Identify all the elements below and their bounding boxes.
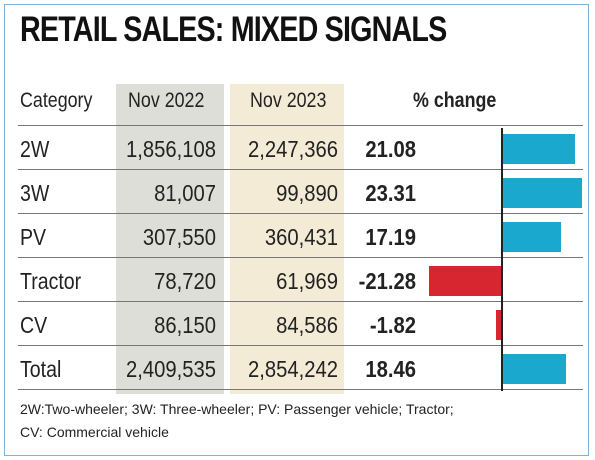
row-divider bbox=[18, 169, 583, 170]
footnote-line-1: 2W:Two-wheeler; 3W: Three-wheeler; PV: P… bbox=[20, 401, 454, 417]
row-category: 2W bbox=[20, 136, 50, 162]
row-nov-2023: 61,969 bbox=[276, 268, 338, 294]
row-nov-2023: 2,247,366 bbox=[247, 136, 338, 162]
header-nov-2022: Nov 2022 bbox=[128, 89, 205, 112]
graphic-frame bbox=[4, 4, 589, 456]
row-nov-2022: 86,150 bbox=[154, 312, 216, 338]
row-nov-2022: 81,007 bbox=[154, 180, 216, 206]
row-category: Total bbox=[20, 356, 62, 382]
row-nov-2023: 2,854,242 bbox=[247, 356, 338, 382]
row-pct-change: 17.19 bbox=[365, 224, 416, 250]
row-pct-change: -21.28 bbox=[358, 268, 416, 294]
table-bottom-line bbox=[18, 389, 583, 390]
bar-zero-axis bbox=[501, 128, 503, 391]
positive-change-bar bbox=[502, 178, 583, 208]
header-nov-2023: Nov 2023 bbox=[250, 89, 327, 112]
nov-2022-column-shade bbox=[116, 84, 224, 394]
row-divider bbox=[18, 257, 583, 258]
row-divider bbox=[18, 125, 583, 126]
chart-title: RETAIL SALES: MIXED SIGNALS bbox=[20, 10, 447, 49]
row-pct-change: 23.31 bbox=[365, 180, 416, 206]
nov-2023-column-shade bbox=[230, 84, 344, 394]
row-pct-change: 18.46 bbox=[365, 356, 416, 382]
row-pct-change: 21.08 bbox=[365, 136, 416, 162]
row-nov-2022: 2,409,535 bbox=[125, 356, 216, 382]
positive-change-bar bbox=[502, 354, 566, 384]
row-nov-2023: 99,890 bbox=[276, 180, 338, 206]
header-category: Category bbox=[20, 89, 93, 112]
footnote-line-2: CV: Commercial vehicle bbox=[20, 424, 169, 440]
row-nov-2022: 78,720 bbox=[154, 268, 216, 294]
header-pct-change: % change bbox=[413, 89, 497, 112]
row-nov-2023: 84,586 bbox=[276, 312, 338, 338]
row-category: 3W bbox=[20, 180, 50, 206]
row-divider bbox=[18, 345, 583, 346]
row-nov-2022: 307,550 bbox=[142, 224, 216, 250]
negative-change-bar bbox=[495, 310, 502, 340]
positive-change-bar bbox=[502, 222, 562, 252]
row-pct-change: -1.82 bbox=[369, 312, 416, 338]
row-divider bbox=[18, 213, 583, 214]
positive-change-bar bbox=[502, 134, 575, 164]
row-nov-2023: 360,431 bbox=[264, 224, 338, 250]
row-nov-2022: 1,856,108 bbox=[125, 136, 216, 162]
row-category: Tractor bbox=[20, 268, 82, 294]
row-category: PV bbox=[20, 224, 47, 250]
row-category: CV bbox=[20, 312, 48, 338]
row-divider bbox=[18, 301, 583, 302]
negative-change-bar bbox=[428, 266, 502, 296]
